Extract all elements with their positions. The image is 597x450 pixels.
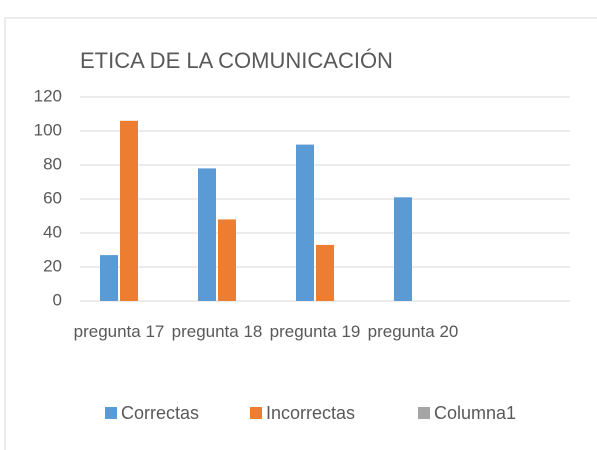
y-tick-label: 120: [34, 86, 62, 105]
legend-label: Incorrectas: [266, 403, 355, 423]
legend-swatch: [250, 407, 262, 419]
chart-border: [4, 17, 597, 450]
x-tick-label: pregunta 18: [171, 322, 263, 341]
x-tick-label: pregunta 20: [367, 322, 459, 341]
y-tick-label: 20: [43, 256, 62, 275]
legend-swatch: [105, 407, 117, 419]
x-tick-label: pregunta 17: [73, 322, 165, 341]
y-tick-label: 80: [43, 154, 62, 173]
bar: [394, 197, 412, 301]
bar: [120, 120, 138, 301]
bar: [218, 219, 236, 301]
y-tick-label: 60: [43, 188, 62, 207]
bar: [316, 244, 334, 301]
x-tick-label: pregunta 19: [269, 322, 361, 341]
legend-label: Correctas: [121, 403, 199, 423]
bar: [296, 144, 314, 301]
bar: [198, 168, 216, 301]
y-tick-label: 40: [43, 222, 62, 241]
chart-title: ETICA DE LA COMUNICACIÓN: [80, 48, 393, 73]
y-tick-label: 100: [34, 120, 62, 139]
legend-swatch: [418, 407, 430, 419]
bar: [100, 255, 118, 301]
legend-label: Columna1: [434, 403, 516, 423]
y-tick-label: 0: [53, 290, 62, 309]
